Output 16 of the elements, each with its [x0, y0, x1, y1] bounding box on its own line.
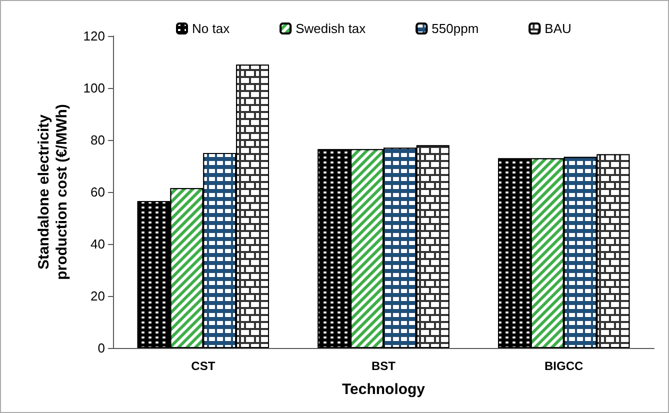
y-axis-title: Standalone electricity production cost (€/MWh): [36, 104, 70, 280]
y-tick-label: 100: [83, 80, 105, 96]
legend-label: Swedish tax: [296, 21, 366, 36]
y-tick-label: 20: [90, 288, 105, 304]
y-tick-label: 0: [98, 340, 105, 356]
y-tick-label: 40: [90, 236, 105, 252]
y-tick-label: 120: [83, 28, 105, 44]
y-tick-label: 60: [90, 184, 105, 200]
legend-label: No tax: [192, 21, 230, 36]
x-axis-title: Technology: [342, 381, 426, 398]
x-tick-label: CST: [191, 359, 216, 373]
y-tick-label: 80: [90, 132, 105, 148]
legend-label: 550ppm: [432, 21, 479, 36]
x-tick-label: BST: [372, 359, 396, 373]
legend-label: BAU: [544, 21, 572, 36]
x-tick-label: BIGCC: [544, 359, 584, 373]
